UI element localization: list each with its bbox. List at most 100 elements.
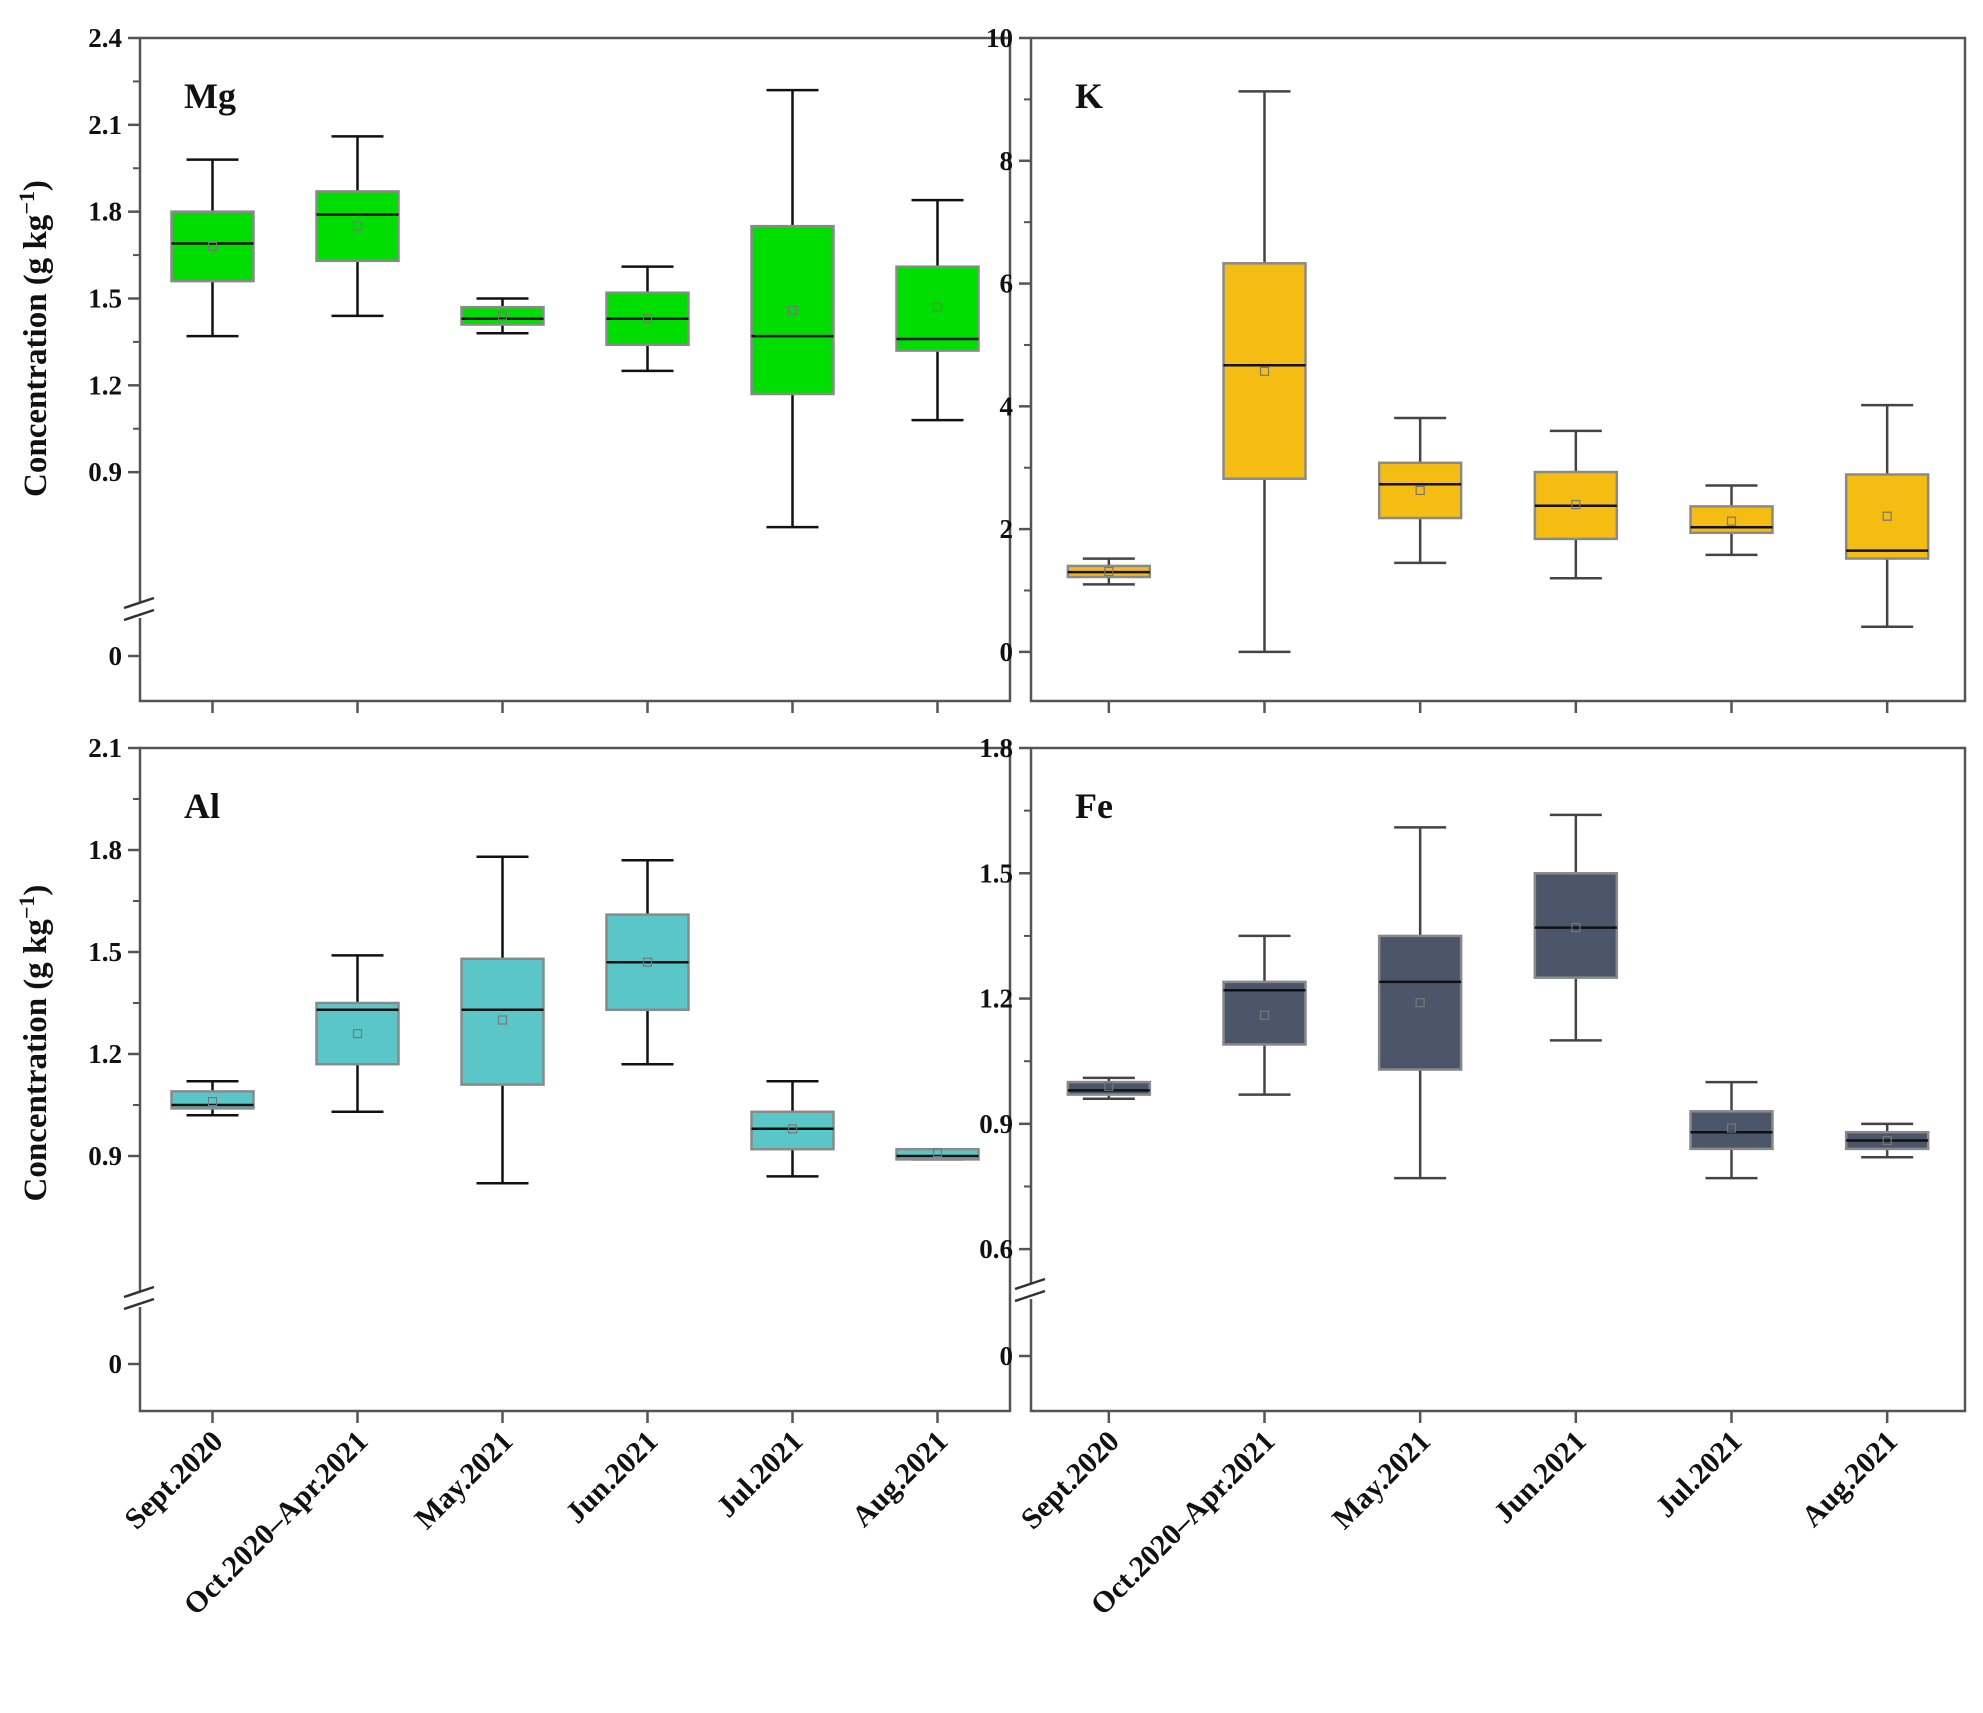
y-tick-label: 1.2: [88, 1039, 122, 1069]
box-1: [1222, 934, 1307, 1096]
mean-marker: [1726, 1123, 1737, 1133]
mean-marker: [207, 241, 218, 251]
axis-break-mark: [123, 596, 155, 610]
y-axis-title-text: Concentration (g kg: [18, 919, 54, 1202]
box-4: [750, 88, 835, 529]
x-category-label: Sept.2020: [1015, 1425, 1126, 1536]
box-2: [1377, 416, 1463, 565]
panel-k: 0 2 4 6 8 10 K: [986, 23, 1967, 713]
mean-marker: [497, 311, 508, 321]
mean-marker: [1259, 366, 1270, 376]
x-category-label: Jun.2021: [559, 1425, 664, 1530]
mean-marker: [787, 1124, 798, 1134]
plot-frame: [138, 36, 1012, 703]
box-0: [1066, 557, 1152, 586]
panel-label: Fe: [1075, 786, 1113, 826]
panel-fe: 0.60.91.21.51.80FeSept.2020Oct.2020–Apr.…: [979, 733, 1967, 1622]
box-body: [1377, 934, 1463, 1071]
panel-label: K: [1075, 76, 1103, 116]
box-1: [1222, 90, 1307, 654]
y-axis-title-sup: −1: [14, 896, 39, 920]
box-body: [1222, 980, 1307, 1046]
y-axis-title-text: Concentration (g kg: [18, 214, 54, 497]
y-tick-label: 4: [1000, 391, 1014, 421]
mean-marker: [1571, 499, 1581, 510]
box-0: [170, 158, 255, 338]
box-body: [315, 190, 400, 263]
box-5: [895, 198, 980, 422]
mean-marker: [642, 957, 653, 967]
box-body: [170, 210, 255, 283]
box-3: [1533, 429, 1619, 580]
box-body: [460, 305, 545, 326]
y-tick-label: 1.2: [979, 984, 1013, 1014]
mean-marker: [1104, 566, 1114, 577]
box-3: [605, 265, 690, 373]
y-axis-title-sup: −1: [14, 191, 39, 215]
y-tick-label: 0: [109, 641, 123, 671]
box-body: [1377, 461, 1463, 520]
mean-marker: [1571, 922, 1581, 933]
y-axis-title-end: ): [18, 180, 54, 191]
plot-frame: [1029, 36, 1967, 703]
axis-break-mark: [123, 1297, 155, 1311]
box-5: [895, 1147, 980, 1161]
y-tick-label: 1.2: [88, 370, 122, 400]
y-axis-title-end: ): [18, 885, 54, 896]
box-4: [750, 1079, 835, 1178]
x-category-label: Sept.2020: [118, 1425, 229, 1536]
mean-marker: [1726, 516, 1737, 526]
y-tick-label: 1.8: [88, 835, 122, 865]
mean-marker: [1104, 1081, 1114, 1091]
y-tick-label: 10: [986, 23, 1013, 53]
x-category-label: Aug.2021: [1795, 1425, 1904, 1534]
y-tick-label: 1.8: [979, 733, 1013, 763]
mean-marker: [1415, 998, 1425, 1008]
y-tick-label: 0.6: [979, 1234, 1013, 1264]
mean-marker: [1259, 1010, 1270, 1020]
x-category-label: Jul.2021: [710, 1425, 809, 1524]
y-axis-title: Concentration (g kg−1): [14, 180, 54, 497]
box-0: [170, 1079, 255, 1117]
x-category-label: Aug.2021: [846, 1425, 955, 1534]
mean-marker: [352, 1028, 363, 1039]
box-body: [1689, 1110, 1774, 1151]
box-4: [1689, 1080, 1774, 1180]
box-body: [1066, 1080, 1152, 1096]
box-body: [895, 265, 980, 352]
box-5: [1844, 403, 1930, 628]
y-tick-label: 0: [1000, 1341, 1014, 1371]
box-0: [1066, 1076, 1152, 1101]
axis-break-mark: [123, 608, 155, 622]
axis-break-mark: [123, 1285, 155, 1299]
y-axis-title: Concentration (g kg−1): [14, 885, 54, 1202]
y-tick-label: 1.8: [88, 197, 122, 227]
panel-label: Al: [184, 786, 220, 826]
box-body: [1222, 262, 1307, 481]
y-tick-label: 8: [1000, 146, 1014, 176]
mean-marker: [352, 221, 363, 231]
panel-label: Mg: [184, 76, 236, 116]
y-tick-label: 2.1: [88, 733, 122, 763]
box-5: [1844, 1122, 1930, 1159]
y-tick-label: 1.5: [88, 284, 122, 314]
mean-marker: [1882, 1135, 1892, 1146]
box-1: [315, 135, 400, 318]
box-4: [1689, 484, 1774, 557]
mean-marker: [497, 1015, 508, 1025]
box-body: [1689, 505, 1774, 535]
box-3: [605, 858, 690, 1066]
box-1: [315, 954, 400, 1114]
panel-al: 0.9 1.2 1.5 1.8 2.1 0 Al Concentration (g kg−1)…: [14, 733, 1012, 1622]
y-tick-label: 6: [1000, 269, 1014, 299]
axis-break-mark: [1014, 1289, 1046, 1303]
box-body: [750, 1110, 835, 1151]
box-body: [1533, 872, 1619, 979]
x-category-label: Jun.2021: [1488, 1425, 1593, 1530]
mean-marker: [1882, 511, 1892, 521]
box-body: [1844, 473, 1930, 560]
y-tick-label: 0.9: [88, 457, 122, 487]
box-2: [460, 297, 545, 335]
box-body: [895, 1147, 980, 1161]
y-tick-label: 2.4: [88, 23, 122, 53]
